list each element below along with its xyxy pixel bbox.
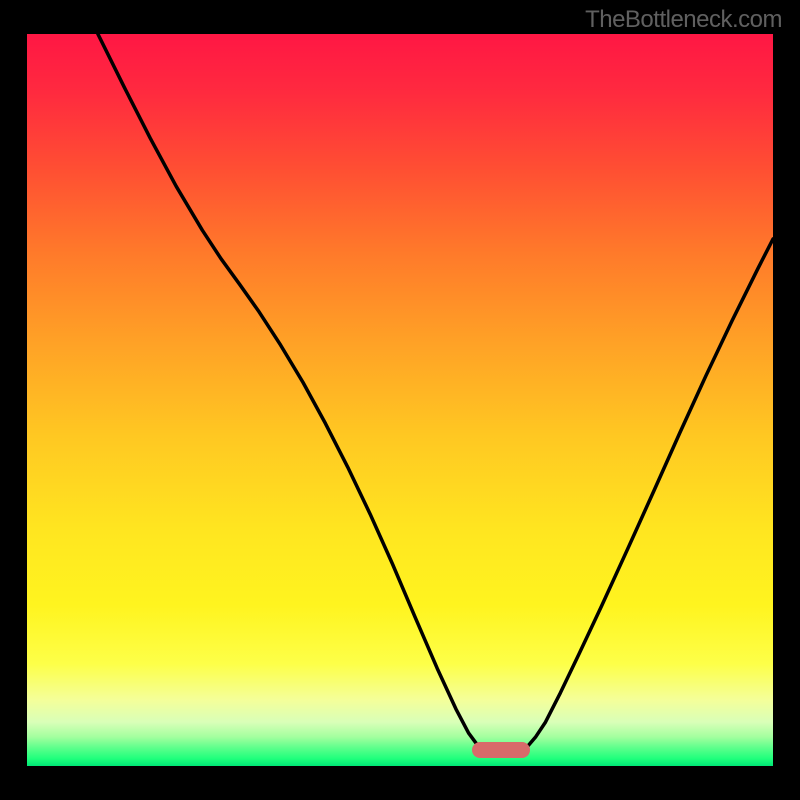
optimal-point-marker: [472, 742, 530, 758]
chart-container: TheBottleneck.com: [0, 0, 800, 800]
plot-area: [27, 34, 773, 766]
bottleneck-curve: [27, 34, 773, 766]
watermark-text: TheBottleneck.com: [585, 6, 782, 34]
